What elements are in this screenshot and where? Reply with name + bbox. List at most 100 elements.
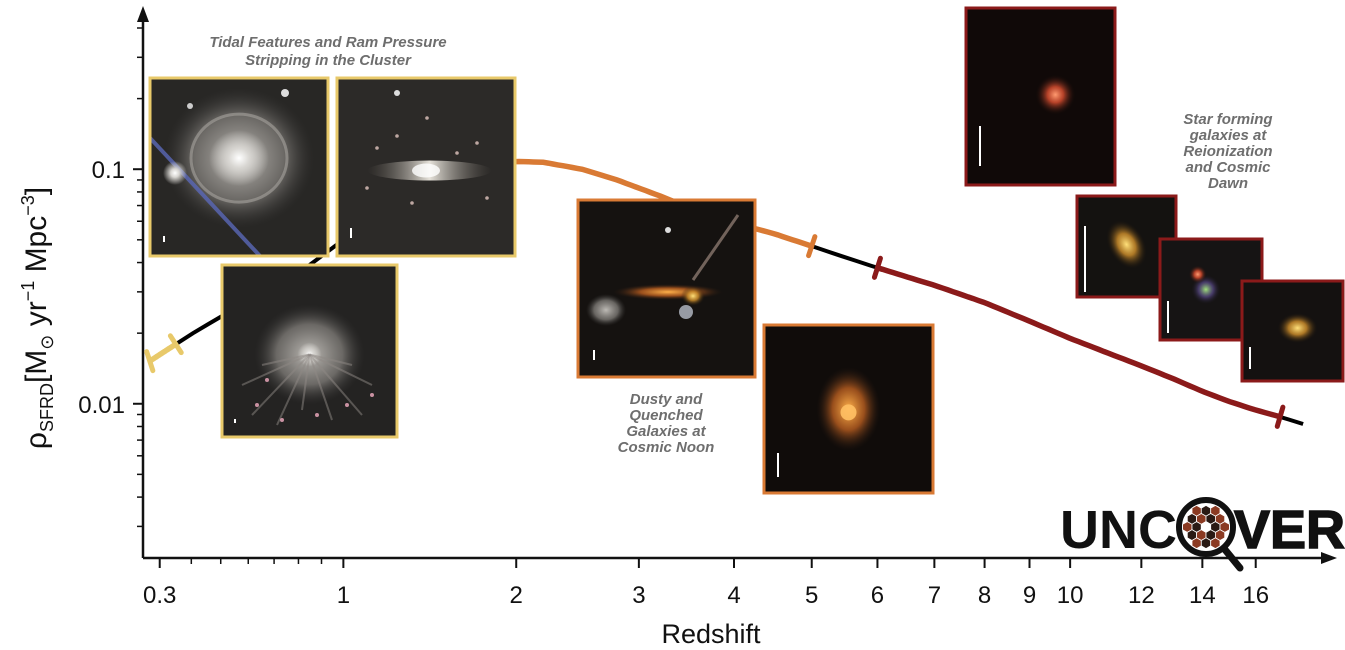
- y-axis-title-exp1: −1: [18, 281, 38, 302]
- spiral-core: [209, 130, 269, 187]
- cutout-red-compact-image: [966, 8, 1115, 185]
- star-forming-knot: [255, 403, 259, 407]
- caption-line: Reionization: [1183, 143, 1272, 160]
- x-axis-title: Redshift: [661, 619, 761, 649]
- cutout-dusty-merger: [576, 198, 757, 379]
- era-captions: Tidal Features and Ram Pressure Stripping…: [209, 34, 1272, 456]
- background-star: [665, 227, 671, 233]
- stripped-knot: [455, 151, 459, 155]
- cutout-dusty-merger-image: [578, 200, 755, 377]
- y-axis-title-units-mid2: Mpc: [20, 216, 53, 281]
- star-forming-knot: [265, 378, 269, 382]
- tentacle: [241, 353, 310, 386]
- y-axis-title-subscript: SFRD: [37, 383, 57, 432]
- tentacle: [301, 354, 311, 411]
- highz-galaxy-a: [1106, 220, 1147, 269]
- era-caption-1: Dusty and Quenched Galaxies at Cosmic Noon: [618, 391, 715, 456]
- y-ticks: 0.01 0.1: [78, 157, 143, 419]
- merger-core: [681, 286, 705, 306]
- cutout-dusty-merger-frame: [576, 198, 757, 379]
- x-tick-label: 9: [1023, 582, 1036, 609]
- cutout-jellyfish-frame: [220, 263, 399, 439]
- cutout-edge-on-stripping-image: [337, 78, 515, 256]
- caption-line: Stripping in the Cluster: [245, 52, 412, 69]
- cutout-highz-c-frame: [1240, 279, 1345, 383]
- y-axis-title-exp2: −3: [18, 195, 38, 216]
- svg-text:ρSFRD[M⊙ yr−1 Mpc−3]: ρSFRD[M⊙ yr−1 Mpc−3]: [18, 187, 57, 449]
- x-tick-label: 1: [337, 582, 350, 609]
- merger-spiral: [586, 294, 626, 326]
- x-tick-label: 10: [1057, 582, 1084, 609]
- logo-text-right: VER: [1234, 500, 1345, 560]
- highlight-cap-0: [167, 333, 184, 356]
- mirror-segment: [1210, 537, 1221, 550]
- stripped-knot: [410, 201, 414, 205]
- x-tick-label: 2: [510, 582, 523, 609]
- cutout-spiral-cluster: [148, 76, 330, 258]
- background-star: [187, 103, 193, 109]
- caption-line: Cosmic Noon: [618, 439, 715, 456]
- tentacle: [308, 354, 333, 421]
- tentacle: [309, 353, 373, 386]
- caption-line: Tidal Features and Ram Pressure: [209, 34, 446, 51]
- blue-knot: [679, 305, 693, 319]
- x-tick-label: 5: [805, 582, 818, 609]
- y-axis-title-units-post: ]: [20, 187, 53, 195]
- logo-text-left: UNC: [1060, 500, 1177, 560]
- red-compact-galaxy: [1035, 74, 1076, 115]
- caption-line: Galaxies at: [626, 423, 706, 440]
- highz-companion: [1188, 265, 1207, 284]
- x-tick-label: 8: [978, 582, 991, 609]
- cutout-red-compact-frame: [964, 6, 1117, 187]
- highlight-cap-2: [1274, 404, 1286, 429]
- x-tick-label: 6: [871, 582, 884, 609]
- minor-ticks: [137, 27, 323, 564]
- y-axis-arrowhead: [137, 6, 149, 22]
- x-tick-label: 0.3: [143, 582, 176, 609]
- edge-on-bulge: [412, 163, 440, 178]
- mirror-segment: [1191, 537, 1202, 550]
- tentacle: [309, 353, 353, 366]
- cutout-spiral-cluster-image: [150, 78, 328, 256]
- diffraction-streak: [150, 136, 262, 256]
- cutout-jellyfish-image: [222, 265, 397, 437]
- caption-line: Star forming: [1183, 111, 1272, 128]
- cutout-jellyfish: [220, 263, 399, 439]
- magnifier-icon: [1176, 497, 1244, 572]
- stripped-knot: [425, 116, 429, 120]
- uncover-logo: UNC VER: [1060, 497, 1345, 572]
- jwst-mirror-icon: [1182, 504, 1230, 550]
- cutout-quenched: [762, 323, 935, 495]
- y-axis-title-symbol: ρ: [20, 432, 53, 449]
- tidal-arc: [691, 214, 740, 281]
- tentacle: [308, 353, 363, 416]
- x-tick-label: 14: [1189, 582, 1216, 609]
- x-tick-label: 4: [727, 582, 740, 609]
- highlight-cap-0: [144, 349, 156, 374]
- cutout-highz-c: [1240, 279, 1345, 383]
- star-forming-knot: [280, 418, 284, 422]
- spiral-arm: [189, 112, 289, 204]
- y-axis-title: ρSFRD[M⊙ yr−1 Mpc−3]: [18, 187, 57, 449]
- caption-line: Dusty and: [630, 391, 703, 408]
- cutout-spiral-cluster-frame: [148, 76, 330, 258]
- cutout-edge-on-stripping-frame: [335, 76, 517, 258]
- quenched-core: [840, 404, 857, 421]
- x-axis-arrowhead: [1321, 552, 1337, 564]
- cutout-quenched-image: [764, 325, 933, 493]
- tentacle: [261, 353, 310, 366]
- galaxy-cutouts: [148, 6, 1345, 495]
- highz-galaxy-c: [1277, 313, 1318, 343]
- tentacle: [276, 354, 311, 426]
- stripped-knot: [375, 146, 379, 150]
- highlight-segment-0: [148, 341, 178, 364]
- stripped-knot: [365, 186, 369, 190]
- y-tick-label: 0.1: [92, 157, 125, 184]
- caption-line: Quenched: [629, 407, 703, 424]
- cutout-edge-on-stripping: [335, 76, 517, 258]
- era-caption-2: Star forming galaxies at Reionization and C…: [1183, 111, 1272, 192]
- caption-line: Dawn: [1208, 175, 1248, 192]
- highlight-segment-2: [876, 265, 1281, 420]
- star-forming-knot: [345, 403, 349, 407]
